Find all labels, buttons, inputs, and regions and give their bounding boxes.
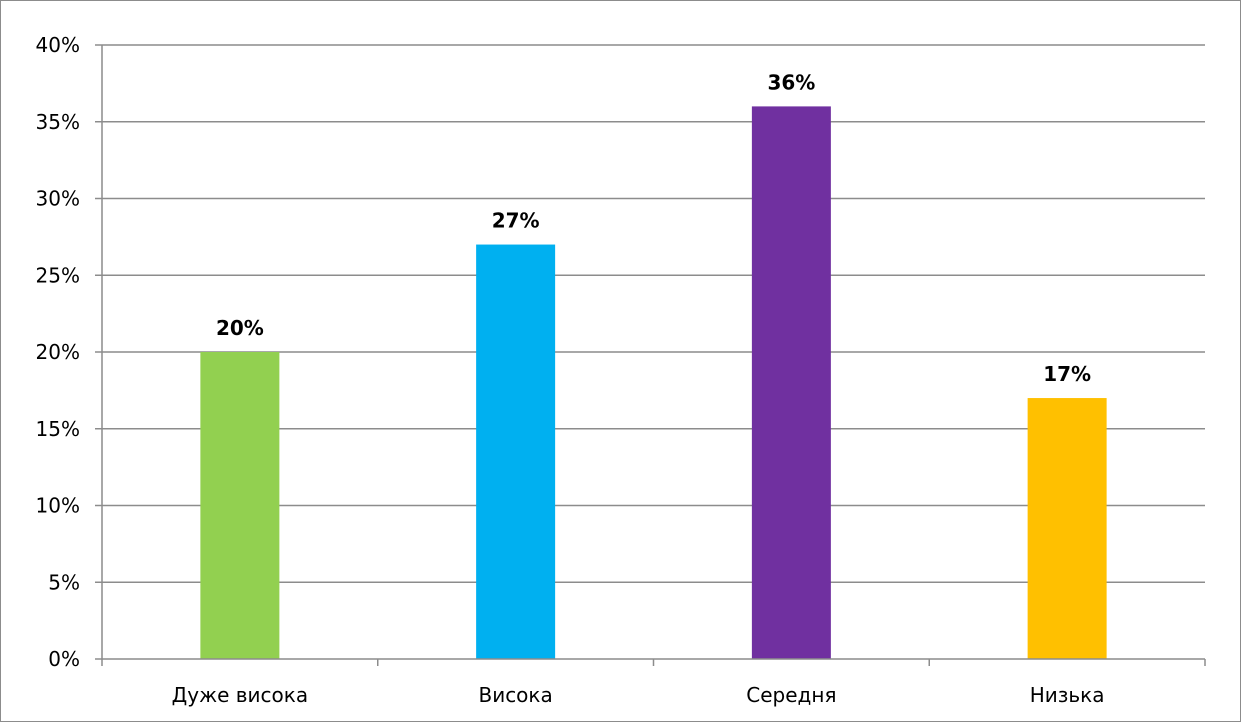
data-labels: 20% 27% 36% 17%: [216, 70, 1091, 386]
y-tick-label: 5%: [48, 570, 80, 594]
bars: [200, 106, 1107, 660]
x-category-label: Висока: [478, 683, 552, 707]
x-category-label: Низька: [1030, 683, 1105, 707]
gridlines: [102, 44, 1205, 583]
y-axis-tick-labels: 0% 5% 10% 15% 20% 25% 30% 35% 40%: [36, 33, 80, 671]
bar: [1027, 398, 1107, 659]
x-axis-category-labels: Дуже висока Висока Середня Низька: [172, 683, 1105, 707]
y-tick-label: 40%: [36, 33, 80, 57]
bar: [476, 244, 556, 660]
axes: [95, 44, 1206, 666]
x-category-label: Середня: [746, 683, 836, 707]
y-tick-label: 0%: [48, 647, 80, 671]
y-tick-label: 15%: [36, 417, 80, 441]
data-label: 17%: [1043, 362, 1091, 386]
bar: [200, 352, 280, 659]
data-label: 36%: [767, 70, 815, 94]
data-label: 27%: [492, 209, 540, 233]
x-category-label: Дуже висока: [172, 683, 309, 707]
y-tick-label: 30%: [36, 187, 80, 211]
data-label: 20%: [216, 316, 264, 340]
y-tick-label: 10%: [36, 494, 80, 518]
y-tick-label: 20%: [36, 340, 80, 364]
y-tick-label: 25%: [36, 263, 80, 287]
bar: [751, 106, 831, 659]
y-tick-label: 35%: [36, 110, 80, 134]
